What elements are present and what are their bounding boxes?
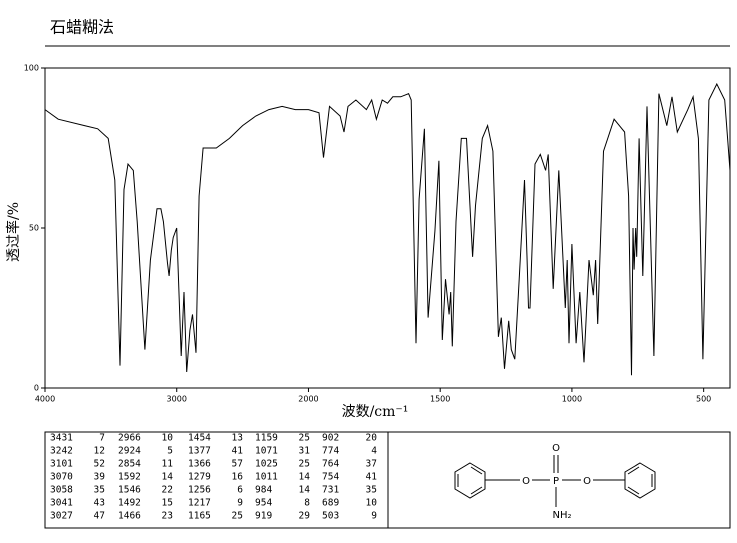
- benzene: [454, 462, 486, 499]
- peak-transmittance: 6: [237, 485, 243, 496]
- y-axis-label: 透过率/%: [5, 202, 22, 262]
- peak-transmittance: 23: [162, 511, 173, 522]
- peak-transmittance: 52: [94, 459, 105, 470]
- atom: NH₂: [552, 510, 571, 521]
- peak-wavenumber: 764: [322, 459, 339, 470]
- plot-frame: [44, 67, 731, 389]
- peak-wavenumber: 1377: [188, 446, 211, 457]
- peak-transmittance: 41: [366, 472, 378, 483]
- peak-transmittance: 14: [299, 485, 311, 496]
- bond: [627, 486, 640, 495]
- peak-wavenumber: 1466: [118, 511, 141, 522]
- peak-transmittance: 31: [299, 446, 311, 457]
- peak-wavenumber: 689: [322, 498, 339, 509]
- peak-wavenumber: 2966: [118, 433, 141, 444]
- atom: O: [552, 443, 560, 454]
- peak-wavenumber: 1159: [255, 433, 278, 444]
- peak-wavenumber: 1217: [188, 498, 211, 509]
- peak-wavenumber: 1256: [188, 485, 211, 496]
- y-tick-label: 0: [34, 384, 39, 393]
- peak-wavenumber: 1592: [118, 472, 141, 483]
- peak-wavenumber: 902: [322, 433, 339, 444]
- peak-transmittance: 57: [232, 459, 243, 470]
- peak-wavenumber: 3041: [50, 498, 73, 509]
- peak-transmittance: 4: [371, 446, 377, 457]
- peak-wavenumber: 1366: [188, 459, 211, 470]
- peak-transmittance: 37: [366, 459, 377, 470]
- peak-wavenumber: 2924: [118, 446, 141, 457]
- peak-transmittance: 25: [299, 433, 310, 444]
- peak-transmittance: 35: [94, 485, 105, 496]
- peak-wavenumber: 731: [322, 485, 339, 496]
- peak-transmittance: 14: [162, 472, 174, 483]
- peak-wavenumber: 1492: [118, 498, 141, 509]
- peak-transmittance: 35: [366, 485, 377, 496]
- atom: O: [583, 476, 591, 487]
- x-tick-label: 1500: [430, 395, 450, 404]
- peak-transmittance: 25: [299, 459, 310, 470]
- bond: [470, 486, 483, 495]
- peak-transmittance: 7: [99, 433, 105, 444]
- peak-wavenumber: 1165: [188, 511, 211, 522]
- peak-wavenumber: 3101: [50, 459, 73, 470]
- peak-transmittance: 25: [232, 511, 243, 522]
- peak-transmittance: 5: [167, 446, 173, 457]
- peak-transmittance: 11: [162, 459, 174, 470]
- peak-transmittance: 9: [371, 511, 377, 522]
- x-tick-label: 2000: [298, 395, 318, 404]
- peak-transmittance: 16: [232, 472, 244, 483]
- peak-wavenumber: 954: [255, 498, 272, 509]
- x-tick-label: 3000: [167, 395, 187, 404]
- peak-wavenumber: 919: [255, 511, 272, 522]
- peak-wavenumber: 754: [322, 472, 339, 483]
- x-tick-label: 1000: [562, 395, 582, 404]
- peak-wavenumber: 3027: [50, 511, 73, 522]
- peak-transmittance: 22: [162, 485, 173, 496]
- peak-wavenumber: 3431: [50, 433, 73, 444]
- spectrum-line: [44, 82, 731, 376]
- peak-wavenumber: 3242: [50, 446, 73, 457]
- x-tick-label: 4000: [35, 395, 55, 404]
- atom: P: [553, 476, 559, 487]
- peak-wavenumber: 1454: [188, 433, 211, 444]
- peak-transmittance: 12: [94, 446, 105, 457]
- bond: [470, 466, 483, 475]
- peak-wavenumber: 3058: [50, 485, 73, 496]
- peak-transmittance: 8: [304, 498, 310, 509]
- peak-transmittance: 15: [162, 498, 173, 509]
- peak-transmittance: 14: [299, 472, 311, 483]
- benzene: [624, 462, 656, 499]
- peak-wavenumber: 1025: [255, 459, 278, 470]
- structure: [454, 455, 656, 507]
- peak-wavenumber: 1071: [255, 446, 278, 457]
- x-axis-label: 波数/cm⁻¹: [342, 404, 409, 420]
- x-tick-label: 500: [696, 395, 711, 404]
- y-tick-label: 50: [29, 224, 39, 233]
- peak-wavenumber: 1011: [255, 472, 278, 483]
- peak-transmittance: 29: [299, 511, 311, 522]
- peak-wavenumber: 3070: [50, 472, 73, 483]
- peak-wavenumber: 2854: [118, 459, 141, 470]
- peak-transmittance: 10: [162, 433, 174, 444]
- peak-wavenumber: 503: [322, 511, 339, 522]
- y-tick-label: 100: [24, 64, 39, 73]
- bond: [627, 466, 640, 475]
- peak-wavenumber: 774: [322, 446, 339, 457]
- atom: O: [522, 476, 530, 487]
- peak-wavenumber: 984: [255, 485, 272, 496]
- peak-transmittance: 47: [94, 511, 105, 522]
- chart-title: 石蜡糊法: [50, 18, 114, 37]
- peak-wavenumber: 1546: [118, 485, 141, 496]
- peak-transmittance: 20: [366, 433, 378, 444]
- peak-wavenumber: 1279: [188, 472, 211, 483]
- peak-transmittance: 39: [94, 472, 106, 483]
- peak-transmittance: 41: [232, 446, 244, 457]
- peak-transmittance: 13: [232, 433, 243, 444]
- peak-transmittance: 9: [237, 498, 243, 509]
- peak-transmittance: 10: [366, 498, 378, 509]
- peak-transmittance: 43: [94, 498, 105, 509]
- atom-labels: O O P O NH₂: [522, 443, 591, 521]
